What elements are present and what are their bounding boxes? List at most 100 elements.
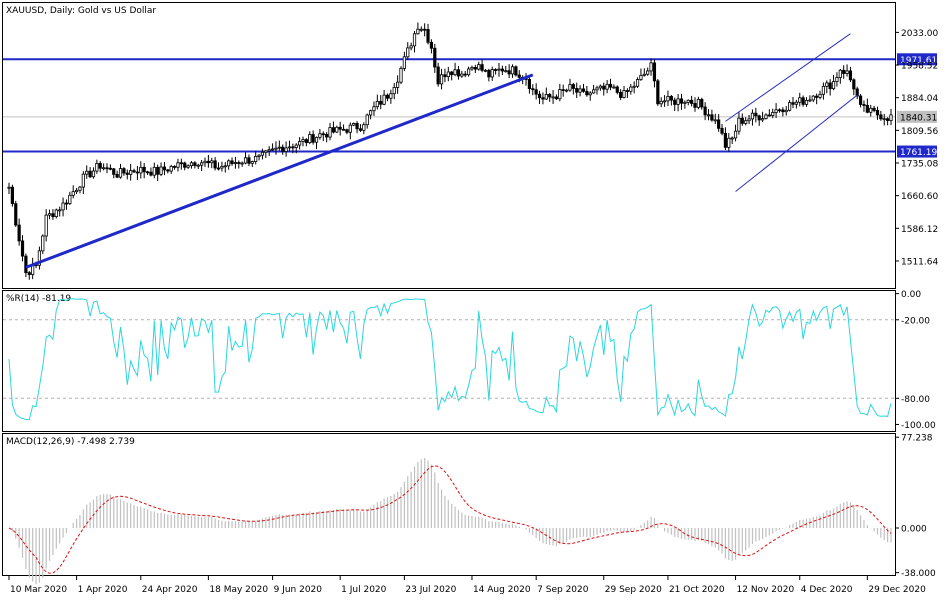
candle-body	[456, 69, 461, 77]
candle-body	[254, 156, 258, 162]
williams-r-panel[interactable]: %R(14) -81.19 0.00 -20.00 -80.00 -100.00	[2, 290, 937, 432]
candle-body	[108, 167, 112, 170]
price-levels	[3, 58, 895, 153]
candle-body	[37, 250, 42, 266]
candle-body	[149, 171, 153, 176]
candle-body	[463, 73, 467, 76]
candle-body	[480, 64, 484, 71]
candle-body	[159, 166, 163, 175]
candle-body	[338, 126, 342, 130]
candle-body	[20, 240, 25, 257]
time-tick-label: 14 Aug 2020	[473, 585, 531, 595]
candle-body	[429, 41, 434, 49]
candle-body	[402, 56, 406, 69]
candle-body	[886, 118, 890, 121]
candle-body	[771, 112, 775, 116]
price-tick-label: 1809.56	[901, 127, 938, 137]
candle-body	[176, 162, 180, 168]
level-label-box	[897, 53, 937, 66]
level-label-box	[897, 145, 937, 158]
candle-body	[54, 209, 58, 218]
candle-body	[267, 149, 271, 152]
candle-body	[247, 157, 251, 164]
candle-body	[145, 171, 150, 174]
candle-body	[811, 95, 815, 101]
candle-body	[855, 88, 859, 97]
candle-body	[274, 147, 278, 150]
candle-body	[588, 92, 592, 96]
time-tick-label: 24 Apr 2020	[142, 585, 198, 595]
candle-body	[825, 82, 829, 87]
candle-body	[865, 104, 869, 113]
candle-body	[595, 87, 599, 91]
candle-body	[365, 114, 369, 126]
candle-body	[639, 74, 643, 80]
candle-body	[277, 146, 281, 149]
candle-body	[605, 83, 609, 90]
williams-r-tick-label: -100.00	[901, 421, 936, 431]
time-axis: 10 Mar 2020 1 Apr 2020 24 Apr 2020 18 May 2…	[8, 576, 926, 595]
candle-body	[112, 168, 116, 175]
candle-body	[568, 84, 572, 91]
candle-body	[372, 106, 376, 112]
candle-body	[392, 87, 396, 95]
candle-body	[426, 29, 430, 43]
candle-body	[466, 68, 471, 76]
candle-body	[423, 28, 427, 31]
candle-body	[460, 73, 464, 77]
candle-body	[183, 162, 187, 168]
candle-body	[61, 202, 65, 211]
candle-body	[848, 70, 853, 81]
candle-body	[355, 123, 359, 130]
candle-body	[210, 160, 214, 164]
candle-body	[656, 80, 660, 105]
macd-panel[interactable]: MACD(12,26,9) -7.498 2.739 77.238 0.000 -3…	[2, 433, 937, 585]
candle-body	[78, 186, 82, 191]
candle-body	[757, 115, 761, 121]
candle-body	[450, 71, 454, 76]
candle-body	[777, 109, 782, 112]
candle-body	[575, 88, 579, 93]
candle-body	[74, 189, 79, 193]
candle-body	[544, 94, 548, 100]
candle-body	[416, 28, 420, 35]
price-tick-label: 2033.00	[901, 29, 938, 39]
trendlines[interactable]	[25, 33, 858, 269]
macd-tick-label: 0.000	[901, 525, 927, 535]
candle-body	[875, 110, 880, 116]
candle-body	[433, 47, 437, 68]
candle-body	[798, 97, 802, 103]
current-price-label: 1840.31	[900, 113, 937, 123]
candle-body	[189, 162, 194, 167]
candle-body	[24, 255, 28, 273]
candle-body	[287, 146, 292, 149]
candle-body	[534, 89, 538, 95]
candle-body	[632, 85, 636, 88]
candle-body	[612, 86, 616, 89]
candle-body	[304, 139, 308, 144]
candle-body	[794, 101, 798, 105]
candle-body	[791, 102, 795, 105]
williams-r-path	[8, 298, 892, 421]
candle-body	[328, 127, 332, 138]
candle-body	[494, 69, 498, 71]
time-tick-label: 29 Sep 2020	[605, 585, 662, 595]
candle-body	[341, 128, 346, 131]
candle-body	[652, 62, 657, 82]
candle-body	[862, 104, 866, 106]
candle-body	[321, 133, 325, 136]
price-panel[interactable]: XAUUSD, Daily: Gold vs US Dollar 1971.61…	[2, 2, 939, 289]
price-axis: 1971.61 1761.19 1840.31 2033.00 1958.52 1884.…	[895, 29, 938, 267]
candle-body	[845, 70, 849, 74]
candle-body	[838, 69, 842, 78]
channel-upper-line	[725, 33, 851, 122]
candle-body	[487, 69, 491, 78]
candle-body	[625, 90, 630, 92]
candle-body	[122, 168, 126, 174]
candle-body	[679, 98, 684, 104]
candle-body	[331, 127, 336, 133]
candle-body	[230, 160, 234, 164]
